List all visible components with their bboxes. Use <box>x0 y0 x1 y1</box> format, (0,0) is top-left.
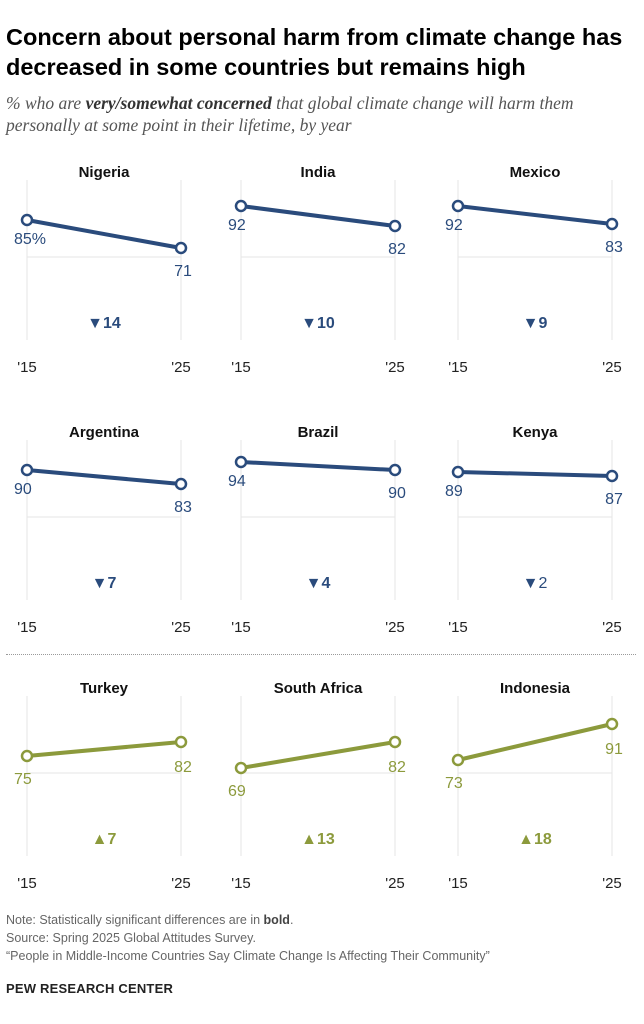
data-point-2015 <box>234 761 248 775</box>
country-title: Kenya <box>512 424 558 441</box>
x-tick-label: '15 <box>17 359 37 376</box>
data-point-2025 <box>388 735 402 749</box>
subtitle-emphasis: very/somewhat concerned <box>85 93 272 113</box>
data-label-2025: 83 <box>174 499 192 516</box>
x-tick-label: '25 <box>602 619 622 636</box>
data-point-2025 <box>605 217 619 231</box>
x-tick-label: '15 <box>448 359 468 376</box>
series-line <box>456 722 614 762</box>
change-label: ▼4 <box>306 575 331 592</box>
x-tick-label: '15 <box>231 359 251 376</box>
country-title: South Africa <box>274 680 363 697</box>
data-label-2015: 69 <box>228 783 246 800</box>
x-tick-label: '25 <box>602 875 622 892</box>
change-label: ▲13 <box>301 831 335 848</box>
change-label: ▲7 <box>92 831 117 848</box>
subtitle-suffix: that global climate change will harm the… <box>6 93 574 135</box>
series-line <box>239 460 397 472</box>
data-label-2015: 90 <box>14 481 32 498</box>
data-point-2015 <box>451 753 465 767</box>
data-point-2025 <box>605 717 619 731</box>
x-tick-label: '25 <box>385 875 405 892</box>
data-label-2025: 82 <box>388 241 406 258</box>
country-title: Nigeria <box>79 164 131 181</box>
data-label-2015: 73 <box>445 775 463 792</box>
x-tick-label: '25 <box>171 619 191 636</box>
data-label-2025: 90 <box>388 485 406 502</box>
x-tick-label: '25 <box>171 875 191 892</box>
data-label-2025: 82 <box>388 759 406 776</box>
change-label: ▼14 <box>87 315 121 332</box>
data-point-2015 <box>451 199 465 213</box>
change-label: ▼2 <box>523 575 548 592</box>
country-title: Brazil <box>298 424 339 441</box>
x-tick-label: '15 <box>448 875 468 892</box>
data-label-2015: 92 <box>445 217 463 234</box>
data-label-2015: 89 <box>445 483 463 500</box>
data-point-2015 <box>234 199 248 213</box>
data-label-2025: 71 <box>174 263 192 280</box>
change-label: ▲18 <box>518 831 552 848</box>
country-title: India <box>300 164 336 181</box>
data-point-2025 <box>174 477 188 491</box>
data-label-2015: 75 <box>14 771 32 788</box>
data-point-2015 <box>451 465 465 479</box>
country-title: Indonesia <box>500 680 571 697</box>
series-line <box>239 740 397 770</box>
series-line <box>25 740 183 758</box>
country-title: Mexico <box>510 164 561 181</box>
change-label: ▼7 <box>92 575 117 592</box>
data-label-2025: 91 <box>605 741 623 758</box>
data-point-2015 <box>20 749 34 763</box>
chart-subtitle: % who are very/somewhat concerned that g… <box>6 92 636 136</box>
series-line <box>456 204 614 226</box>
data-point-2015 <box>20 463 34 477</box>
series-line <box>25 218 183 250</box>
x-tick-label: '15 <box>231 619 251 636</box>
data-point-2025 <box>605 469 619 483</box>
data-point-2015 <box>234 455 248 469</box>
x-tick-label: '15 <box>17 619 37 636</box>
note-line: Note: Statistically significant differen… <box>6 911 636 929</box>
data-point-2015 <box>20 213 34 227</box>
brand-logo-text: PEW RESEARCH CENTER <box>6 981 174 996</box>
x-tick-label: '15 <box>231 875 251 892</box>
series-line <box>456 470 614 478</box>
series-line <box>239 204 397 228</box>
note-bold-word: bold <box>263 913 290 927</box>
change-label: ▼10 <box>301 315 335 332</box>
x-tick-label: '15 <box>448 619 468 636</box>
footnotes: Note: Statistically significant differen… <box>6 911 636 965</box>
country-title: Argentina <box>69 424 140 441</box>
x-tick-label: '25 <box>171 359 191 376</box>
data-point-2025 <box>388 463 402 477</box>
data-label-2015: 85% <box>14 231 46 248</box>
report-title-line: “People in Middle-Income Countries Say C… <box>6 949 490 963</box>
data-point-2025 <box>388 219 402 233</box>
x-tick-label: '15 <box>17 875 37 892</box>
data-point-2025 <box>174 241 188 255</box>
change-label: ▼9 <box>523 315 548 332</box>
section-divider <box>6 654 636 655</box>
country-title: Turkey <box>80 680 129 697</box>
data-label-2025: 87 <box>605 491 623 508</box>
data-point-2025 <box>174 735 188 749</box>
x-tick-label: '25 <box>385 619 405 636</box>
subtitle-prefix: % who are <box>6 93 86 113</box>
note-suffix: . <box>289 913 294 927</box>
x-tick-label: '25 <box>602 359 622 376</box>
series-line <box>25 468 183 486</box>
data-label-2015: 94 <box>228 473 246 490</box>
data-label-2025: 82 <box>174 759 192 776</box>
note-prefix: Note: Statistically significant differen… <box>6 913 264 927</box>
data-label-2025: 83 <box>605 239 623 256</box>
chart-title: Concern about personal harm from climate… <box>6 24 623 80</box>
source-line: Source: Spring 2025 Global Attitudes Sur… <box>6 931 256 945</box>
x-tick-label: '25 <box>385 359 405 376</box>
data-label-2015: 92 <box>228 217 246 234</box>
